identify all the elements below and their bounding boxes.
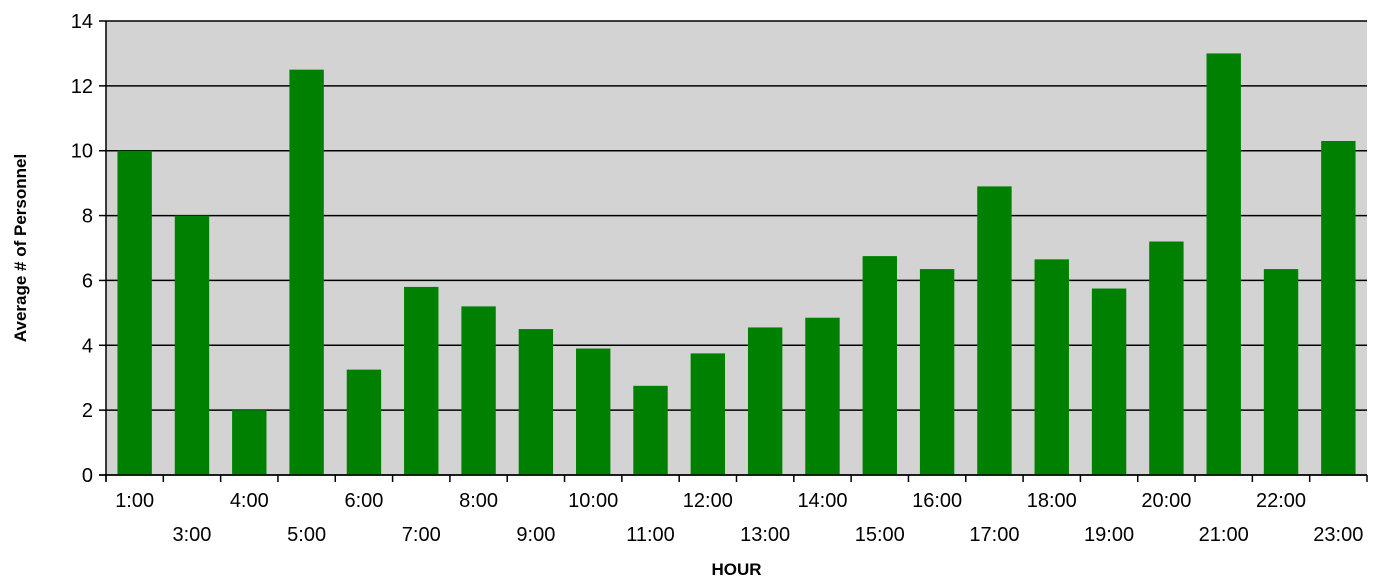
bar — [232, 410, 267, 475]
x-tick-label: 10:00 — [568, 490, 618, 512]
x-tick-label: 14:00 — [797, 490, 847, 512]
bar — [1034, 259, 1069, 475]
x-tick-label: 11:00 — [626, 524, 675, 546]
x-tick-label: 5:00 — [287, 524, 326, 546]
x-tick-label: 19:00 — [1084, 524, 1134, 546]
bar — [1149, 241, 1184, 475]
y-tick-label: 4 — [82, 335, 93, 357]
bar — [747, 327, 783, 475]
x-tick-label: 22:00 — [1256, 490, 1306, 512]
x-tick-label: 15:00 — [855, 524, 905, 546]
x-tick-label: 21:00 — [1199, 524, 1249, 546]
bar — [518, 329, 554, 475]
y-tick-label: 10 — [71, 141, 93, 163]
bar — [805, 317, 840, 475]
bar — [174, 215, 210, 476]
bar — [1091, 288, 1127, 475]
x-tick-label: 18:00 — [1027, 490, 1077, 512]
x-tick-label: 1:00 — [115, 490, 154, 512]
y-tick-label: 8 — [82, 206, 93, 228]
y-tick-label: 2 — [82, 400, 93, 422]
x-tick-label: 16:00 — [912, 490, 962, 512]
x-tick-label: 4:00 — [230, 490, 269, 512]
y-tick-label: 6 — [82, 270, 93, 292]
y-tick-label: 14 — [71, 11, 93, 33]
x-tick-label: 7:00 — [402, 524, 441, 546]
y-tick-label: 0 — [82, 465, 93, 487]
bar — [461, 306, 496, 475]
bar — [346, 369, 382, 475]
bar — [1206, 53, 1241, 476]
axes — [99, 20, 1368, 482]
bar — [1263, 269, 1299, 475]
bar — [1321, 140, 1356, 475]
bar — [977, 186, 1012, 475]
x-tick-label: 12:00 — [683, 490, 733, 512]
x-tick-labels: 1:00 3:00 4:00 5:00 6:00 7:00 8:00 9:00 10:00 11:… — [115, 490, 1363, 546]
bar — [404, 286, 439, 475]
x-tick-label: 8:00 — [459, 490, 498, 512]
bar — [117, 150, 152, 475]
bar — [690, 353, 726, 475]
bar — [576, 348, 611, 475]
bars — [117, 53, 1356, 476]
y-tick-label: 12 — [71, 76, 93, 98]
bar — [919, 269, 955, 475]
x-tick-label: 9:00 — [516, 524, 555, 546]
x-tick-label: 23:00 — [1313, 524, 1363, 546]
x-axis-title: HOUR — [711, 560, 761, 579]
x-tick-label: 6:00 — [344, 490, 383, 512]
bar — [289, 69, 324, 476]
bar — [633, 385, 668, 475]
y-tick-labels: 0 2 4 6 8 10 12 14 — [71, 11, 93, 487]
x-tick-label: 13:00 — [740, 524, 790, 546]
x-tick-label: 20:00 — [1141, 490, 1191, 512]
x-tick-label: 3:00 — [173, 524, 212, 546]
x-tick-label: 17:00 — [969, 524, 1019, 546]
bar — [862, 256, 897, 475]
y-axis-title: Average # of Personnel — [11, 154, 30, 342]
